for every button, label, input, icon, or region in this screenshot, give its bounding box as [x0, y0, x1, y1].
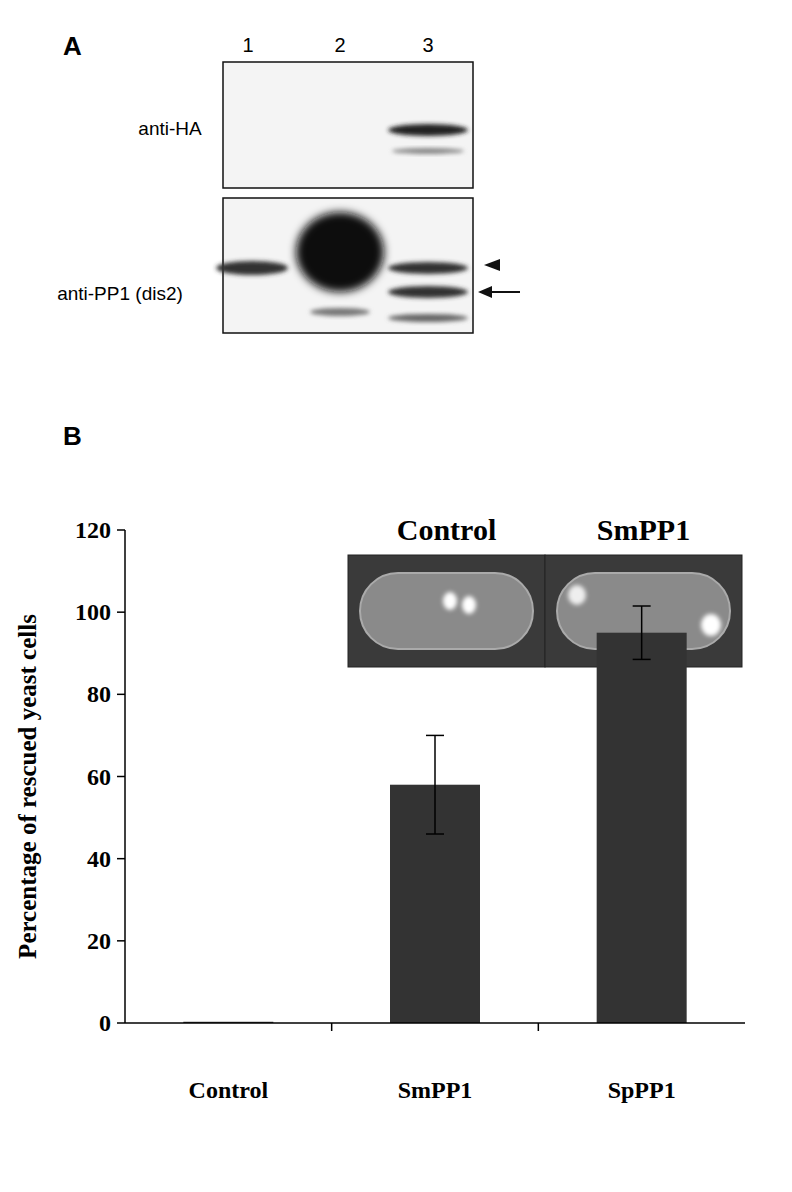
y-tick	[117, 1022, 125, 1024]
error-stem	[641, 606, 643, 659]
x-tick-label: SmPP1	[398, 1077, 473, 1103]
inset-label: SmPP1	[597, 513, 690, 546]
y-tick-label: 60	[87, 764, 111, 790]
cell	[360, 573, 533, 649]
lane-number: 1	[242, 34, 253, 56]
x-tick	[331, 1023, 333, 1031]
nucleus	[701, 614, 721, 636]
error-bar	[426, 735, 444, 834]
y-tick-label: 120	[75, 517, 111, 543]
y-tick-label: 40	[87, 846, 111, 872]
bars	[183, 606, 686, 1023]
y-tick-label: 100	[75, 599, 111, 625]
band	[216, 261, 288, 275]
error-bar	[633, 606, 651, 659]
y-axis-label: Percentage of rescued yeast cells	[14, 614, 41, 959]
nucleus	[568, 585, 586, 605]
error-stem	[434, 735, 436, 834]
y-tick	[117, 940, 125, 942]
error-cap	[426, 735, 444, 737]
inset-background	[348, 555, 545, 667]
band	[388, 262, 468, 274]
inset-image	[348, 555, 545, 667]
y-tick	[117, 529, 125, 531]
y-tick-label: 20	[87, 928, 111, 954]
band	[392, 148, 464, 154]
lane-number: 2	[334, 34, 345, 56]
bar	[597, 633, 687, 1023]
x-tick-label: SpPP1	[608, 1077, 676, 1103]
blot-label: anti-HA	[138, 118, 202, 139]
y-tick	[117, 858, 125, 860]
y-tick	[117, 776, 125, 778]
y-tick-label: 80	[87, 681, 111, 707]
lane-number: 3	[422, 34, 433, 56]
band	[388, 314, 468, 322]
error-cap	[633, 659, 651, 661]
error-cap	[426, 833, 444, 835]
band	[388, 286, 468, 298]
panel-label: A	[63, 31, 82, 61]
arrowhead	[484, 259, 500, 271]
band	[388, 124, 468, 136]
y-tick	[117, 611, 125, 613]
inset-label: Control	[397, 513, 496, 546]
x-axis	[125, 1022, 745, 1024]
blot-label: anti-PP1 (dis2)	[57, 283, 183, 304]
error-cap	[633, 605, 651, 607]
inset-frame	[348, 555, 545, 667]
x-tick	[538, 1023, 540, 1031]
nucleus	[462, 596, 476, 614]
band	[310, 308, 370, 316]
y-tick-label: 0	[99, 1010, 111, 1036]
arrow-head	[478, 286, 492, 298]
nucleus	[443, 592, 457, 610]
band	[296, 212, 384, 292]
figure: A 1 2 3 anti-HA anti-PP1 (dis2) B Control SmPP1 0…	[0, 0, 792, 1192]
blot-frame	[223, 62, 473, 188]
panel-label: B	[63, 421, 82, 451]
x-tick-label: Control	[189, 1077, 269, 1103]
y-tick	[117, 694, 125, 696]
